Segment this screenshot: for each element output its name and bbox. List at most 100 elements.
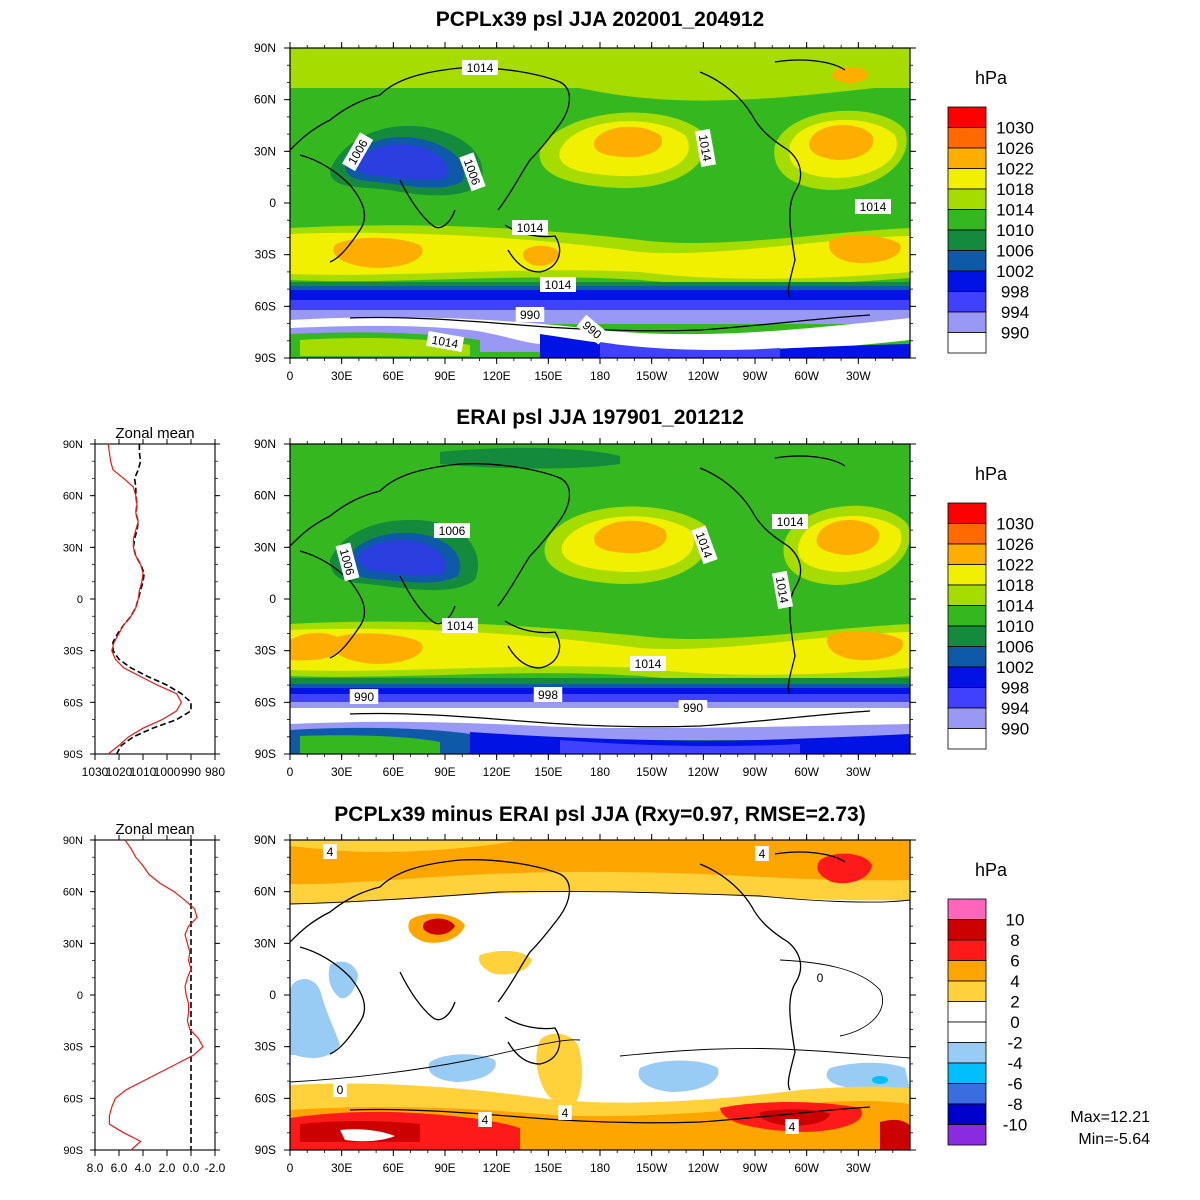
- legend-swatch: [947, 543, 987, 565]
- contour-label-bg: [678, 700, 708, 715]
- contour-label-bg: [333, 1082, 347, 1097]
- legend-swatch: [947, 625, 987, 647]
- legend-level-label: 1006: [996, 638, 1034, 657]
- contour-label-text: 1014: [773, 576, 791, 605]
- contour-label-bg: [540, 277, 576, 292]
- legend-swatch: [947, 584, 987, 606]
- zonal-lat-label: 30S: [63, 646, 83, 658]
- zonal-x-label: 8.0: [87, 1161, 104, 1175]
- contour-label: 1014: [694, 128, 717, 167]
- lat-tick-label: 60S: [255, 1091, 276, 1105]
- lon-tick-label: 120E: [483, 1161, 511, 1175]
- zonal-lat-label: 0: [77, 990, 83, 1002]
- zonal-x-label: 1000: [154, 765, 181, 779]
- lat-tick-label: 60N: [254, 93, 276, 107]
- lat-tick-label: 90S: [255, 1143, 276, 1157]
- contour-label-bg: [323, 844, 337, 859]
- legend-level-label: 1030: [996, 119, 1034, 138]
- legend-swatch: [947, 106, 987, 128]
- legend-level-label: 6: [1010, 952, 1019, 971]
- contour-label-bg: [576, 314, 609, 345]
- legend-swatch: [947, 250, 987, 272]
- zonal-lat-label: 60N: [63, 887, 83, 899]
- lat-tick-label: 90N: [254, 437, 276, 451]
- coastlines-model: [290, 59, 871, 332]
- map-obs: [290, 444, 910, 754]
- zonal-lat-label: 90N: [63, 439, 83, 451]
- lon-tick-label: 60W: [794, 765, 819, 779]
- legend-swatch: [947, 1001, 987, 1023]
- zonal-mean-title: Zonal mean: [115, 821, 194, 838]
- lat-tick-label: 30S: [255, 1040, 276, 1054]
- contour-label: 1014: [426, 330, 465, 353]
- legend-level-label: 0: [1010, 1013, 1019, 1032]
- legend-level-label: 994: [1001, 699, 1029, 718]
- lat-tick-label: 30N: [254, 936, 276, 950]
- panel-title-obs: ERAI psl JJA 197901_201212: [456, 406, 744, 429]
- contour-label-text: 990: [520, 308, 540, 322]
- lat-tick-label: 90N: [254, 41, 276, 55]
- legend-swatch: [947, 127, 987, 149]
- zonal-model-line: [107, 443, 183, 755]
- legend-level-label: 1026: [996, 535, 1034, 554]
- lon-tick-label: 150W: [636, 369, 668, 383]
- contour-label-bg: [755, 846, 769, 861]
- contour-label: 990: [515, 307, 545, 322]
- lat-tick-label: 30N: [254, 540, 276, 554]
- lon-tick-label: 150E: [534, 369, 562, 383]
- zonal-lat-label: 90S: [63, 749, 83, 761]
- contour-label-text: 0: [337, 1083, 344, 1097]
- lon-tick-label: 150E: [534, 765, 562, 779]
- contour-label: 1014: [855, 199, 891, 214]
- zonal-x-label: 1020: [106, 765, 133, 779]
- lon-tick-label: 180: [590, 1161, 610, 1175]
- legend-level-label: 10: [1006, 911, 1025, 930]
- contour-label-text: 1014: [517, 221, 544, 235]
- legend-swatch: [947, 332, 987, 354]
- contour-label-bg: [813, 970, 827, 985]
- contour-label: 4: [558, 1105, 572, 1120]
- axes-layer: 0 30E 60E 90E 120E 150E 180 150W 120W 90W 60W 30W 90…: [254, 41, 916, 1175]
- legend-swatch: [947, 1062, 987, 1084]
- min-value-label: Min=-5.64: [1078, 1131, 1150, 1148]
- legend-level-label: 1006: [996, 242, 1034, 261]
- lat-tick-label: 30S: [255, 248, 276, 262]
- legend-level-label: 1022: [996, 556, 1034, 575]
- contour-label: 1014: [630, 656, 666, 671]
- legend-level-label: 1030: [996, 515, 1034, 534]
- contour-label-text: 1014: [696, 134, 714, 163]
- legend-level-label: 4: [1010, 972, 1019, 991]
- legend-level-label: 990: [1001, 720, 1029, 739]
- zonal-lat-label: 0: [77, 594, 83, 606]
- legend-swatch: [947, 502, 987, 524]
- contour-label-bg: [771, 570, 794, 609]
- lat-tick-label: 90S: [255, 747, 276, 761]
- zonal-x-label: 0.0: [183, 1161, 200, 1175]
- lon-tick-label: 120W: [688, 765, 720, 779]
- contour-label-text: 998: [538, 688, 558, 702]
- legend-level-label: 994: [1001, 303, 1029, 322]
- contour-label-text: 4: [789, 1120, 796, 1134]
- zonal-lat-label: 30N: [63, 542, 83, 554]
- legend-swatch: [947, 960, 987, 982]
- zonal-lat-label: 90S: [63, 1145, 83, 1157]
- zonal-x-label: 1010: [130, 765, 157, 779]
- contour-label: 990: [678, 700, 708, 715]
- lat-tick-label: 60S: [255, 695, 276, 709]
- lon-tick-label: 90W: [743, 1161, 768, 1175]
- panel-title-model: PCPLx39 psl JJA 202001_204912: [435, 8, 765, 31]
- lon-tick-label: 120W: [688, 1161, 720, 1175]
- max-value-label: Max=12.21: [1070, 1109, 1150, 1126]
- legend-level-label: 1014: [996, 201, 1034, 220]
- lon-tick-label: 30W: [846, 1161, 871, 1175]
- legend-level-label: -8: [1007, 1095, 1022, 1114]
- legend-level-label: -6: [1007, 1075, 1022, 1094]
- lat-tick-label: 60N: [254, 885, 276, 899]
- coastlines-diff: [290, 851, 871, 1124]
- contour-label-bg: [772, 514, 808, 529]
- map-diff: [290, 840, 910, 1150]
- zonal-lat-label: 60S: [63, 1093, 83, 1105]
- legend-layer: 1030102610221018101410101006100299899499…: [947, 106, 1034, 1146]
- legend-level-label: 1018: [996, 180, 1034, 199]
- zonal-x-label: 6.0: [111, 1161, 128, 1175]
